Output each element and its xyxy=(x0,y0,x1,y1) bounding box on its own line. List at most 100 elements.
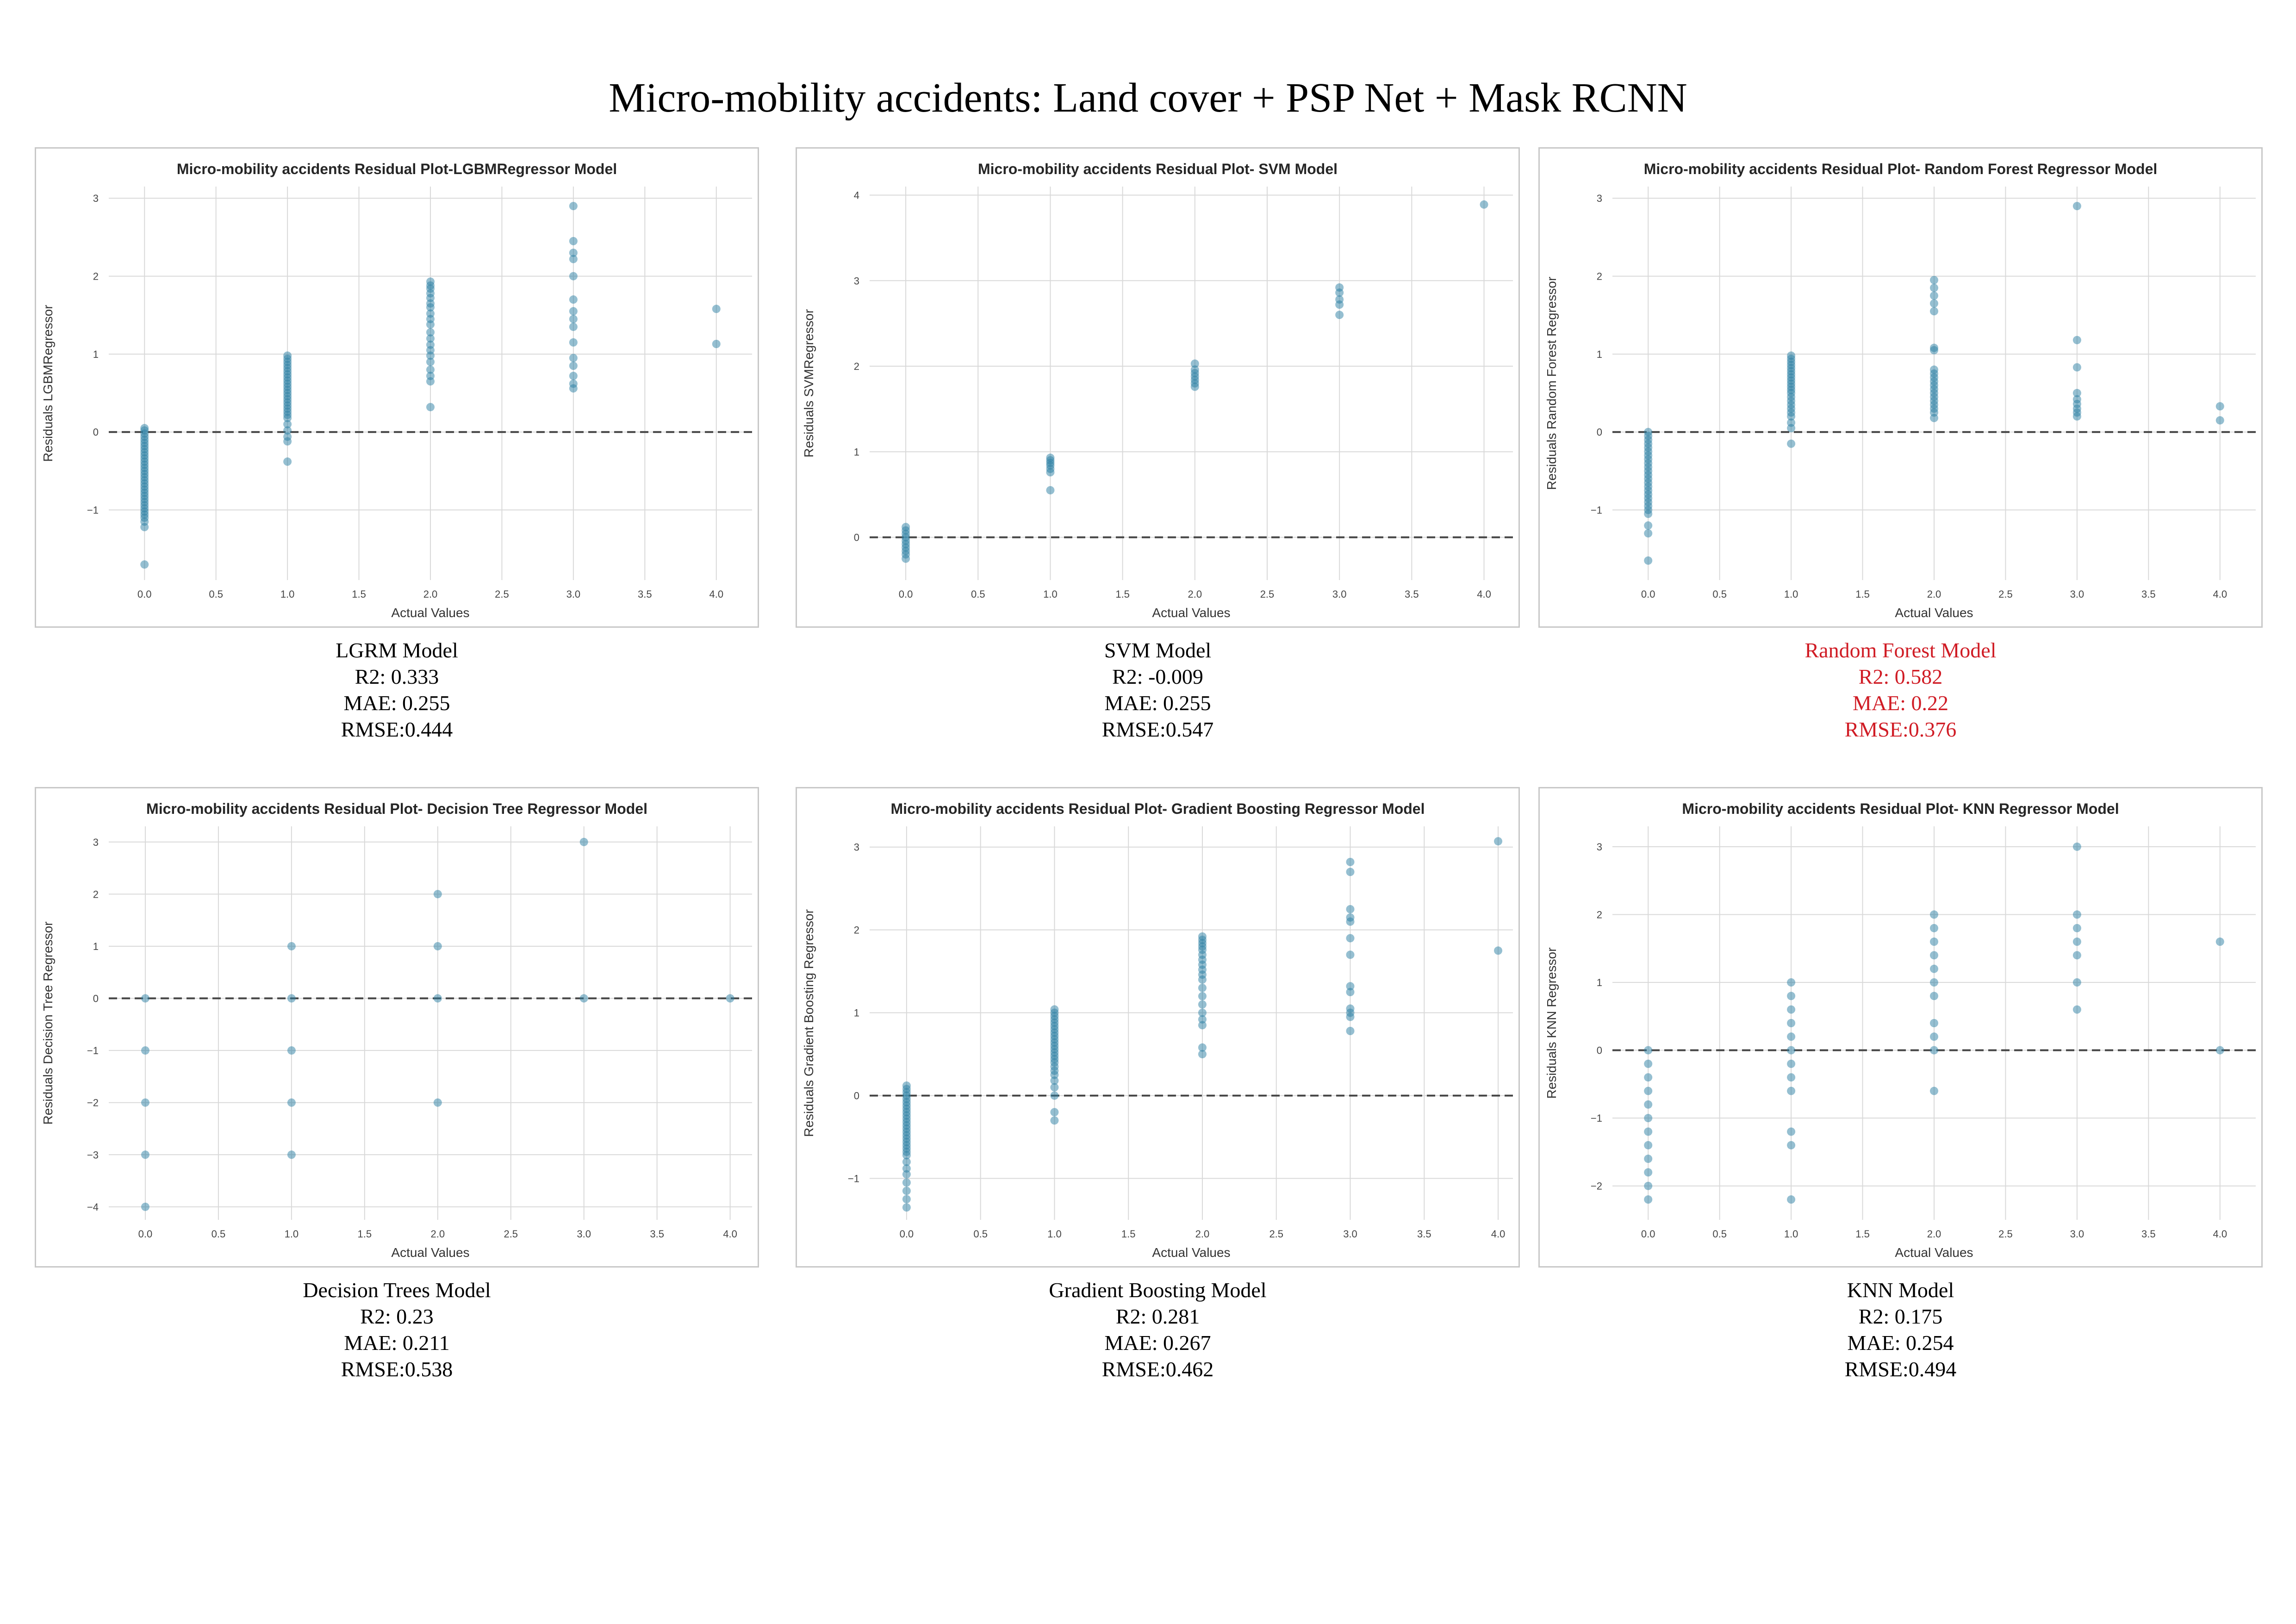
residual-point xyxy=(1787,1195,1796,1204)
y-tick-label: 0 xyxy=(1597,1045,1602,1056)
chart-title: Micro-mobility accidents Residual Plot-L… xyxy=(177,161,617,177)
x-tick-label: 4.0 xyxy=(723,1228,737,1240)
caption-r2: R2: 0.23 xyxy=(360,1305,434,1328)
residual-point xyxy=(1346,905,1355,913)
x-tick-label: 1.0 xyxy=(1784,1228,1798,1240)
residual-point xyxy=(1787,1073,1796,1082)
y-tick-label: 2 xyxy=(1597,909,1602,921)
x-tick-label: 3.0 xyxy=(1343,1228,1357,1240)
residual-point xyxy=(1787,424,1796,432)
y-tick-label: −1 xyxy=(1591,505,1602,516)
x-axis-label: Actual Values xyxy=(1895,1245,1973,1260)
x-tick-label: 4.0 xyxy=(2213,588,2227,600)
caption-mae: MAE: 0.255 xyxy=(1104,691,1211,715)
residual-point xyxy=(1346,868,1355,876)
residual-point xyxy=(141,1202,149,1211)
x-tick-label: 0.5 xyxy=(209,588,223,600)
residual-point xyxy=(1644,1127,1653,1136)
chart-title: Micro-mobility accidents Residual Plot- … xyxy=(146,800,647,817)
residual-point xyxy=(569,384,578,393)
residual-point xyxy=(1335,288,1344,297)
chart-title: Micro-mobility accidents Residual Plot- … xyxy=(1644,161,2158,177)
residual-point xyxy=(569,322,578,331)
x-tick-label: 2.0 xyxy=(423,588,438,600)
residual-point xyxy=(1787,1032,1796,1041)
residual-point xyxy=(1930,1032,1938,1041)
residual-point xyxy=(726,994,734,1003)
x-tick-label: 3.5 xyxy=(650,1228,664,1240)
x-tick-label: 3.5 xyxy=(1405,588,1419,600)
residual-point xyxy=(426,303,435,312)
x-tick-label: 2.0 xyxy=(1195,1228,1210,1240)
y-tick-label: 1 xyxy=(93,349,99,360)
residual-points xyxy=(902,837,1503,1212)
y-tick-label: 2 xyxy=(93,271,99,282)
residual-point xyxy=(1050,1083,1059,1092)
x-axis-label: Actual Values xyxy=(1152,606,1230,620)
residual-point xyxy=(1346,1027,1355,1035)
y-tick-label: 3 xyxy=(854,275,859,287)
y-tick-label: 1 xyxy=(93,941,99,952)
y-tick-label: −3 xyxy=(87,1149,99,1161)
caption-r2: R2: 0.175 xyxy=(1858,1305,1943,1328)
residual-point xyxy=(2072,842,2081,851)
residual-point xyxy=(1190,382,1199,391)
residual-point xyxy=(141,994,149,1003)
x-tick-label: 3.0 xyxy=(577,1228,591,1240)
x-tick-label: 0.0 xyxy=(899,588,913,600)
residual-point xyxy=(141,1046,149,1055)
residual-point xyxy=(1198,1050,1207,1059)
residual-point xyxy=(569,307,578,316)
x-tick-label: 3.5 xyxy=(638,588,652,600)
residual-point xyxy=(1198,1043,1207,1052)
y-axis-label: Residuals KNN Regressor xyxy=(1544,948,1559,1099)
caption-model: LGRM Model xyxy=(336,638,458,662)
residual-point xyxy=(1046,486,1055,494)
residual-point xyxy=(902,1170,911,1179)
x-tick-label: 1.5 xyxy=(1121,1228,1136,1240)
y-tick-label: −2 xyxy=(87,1097,99,1109)
residual-point xyxy=(902,1187,911,1195)
y-tick-label: 2 xyxy=(854,361,859,372)
residual-point xyxy=(1644,1181,1653,1190)
x-tick-label: 2.5 xyxy=(1998,588,2013,600)
chart-frame xyxy=(796,787,1520,1268)
x-tick-label: 0.5 xyxy=(212,1228,226,1240)
y-axis-label: Residuals Gradient Boosting Regressor xyxy=(802,909,816,1137)
chart-title: Micro-mobility accidents Residual Plot- … xyxy=(978,161,1338,177)
x-tick-label: 1.5 xyxy=(358,1228,372,1240)
residual-point xyxy=(1930,299,1938,308)
y-tick-label: −1 xyxy=(87,1045,99,1056)
caption-model: SVM Model xyxy=(1104,638,1212,662)
caption-rmse: RMSE:0.494 xyxy=(1844,1357,1957,1381)
y-tick-label: 2 xyxy=(1597,271,1602,282)
caption-rmse: RMSE:0.547 xyxy=(1101,718,1214,741)
residual-point xyxy=(1050,1091,1059,1100)
residual-point xyxy=(1198,975,1207,984)
x-tick-label: 2.5 xyxy=(495,588,509,600)
residual-point xyxy=(1198,1021,1207,1030)
x-tick-label: 3.0 xyxy=(2070,1228,2084,1240)
residual-point xyxy=(426,351,435,360)
residual-point xyxy=(2072,202,2081,211)
residual-point xyxy=(902,1203,911,1212)
caption-knn: KNN Model R2: 0.175 MAE: 0.254 RMSE:0.49… xyxy=(1538,1277,2263,1382)
residual-point xyxy=(426,403,435,412)
y-tick-label: −2 xyxy=(1591,1181,1602,1192)
residual-point xyxy=(140,560,149,569)
residual-point xyxy=(1930,1087,1938,1095)
residual-point xyxy=(569,315,578,324)
residual-point xyxy=(1930,1019,1938,1027)
residual-point xyxy=(2072,389,2081,398)
caption-model: Gradient Boosting Model xyxy=(1049,1278,1267,1302)
x-axis-label: Actual Values xyxy=(391,606,469,620)
x-tick-label: 0.0 xyxy=(1641,1228,1655,1240)
x-tick-label: 4.0 xyxy=(1491,1228,1506,1240)
y-tick-label: 1 xyxy=(1597,977,1602,988)
residual-point xyxy=(1198,1015,1207,1024)
residual-point xyxy=(283,437,292,446)
x-axis-label: Actual Values xyxy=(391,1245,469,1260)
y-tick-label: −1 xyxy=(1591,1112,1602,1124)
residual-point xyxy=(902,1164,911,1173)
x-tick-label: 1.0 xyxy=(1784,588,1798,600)
